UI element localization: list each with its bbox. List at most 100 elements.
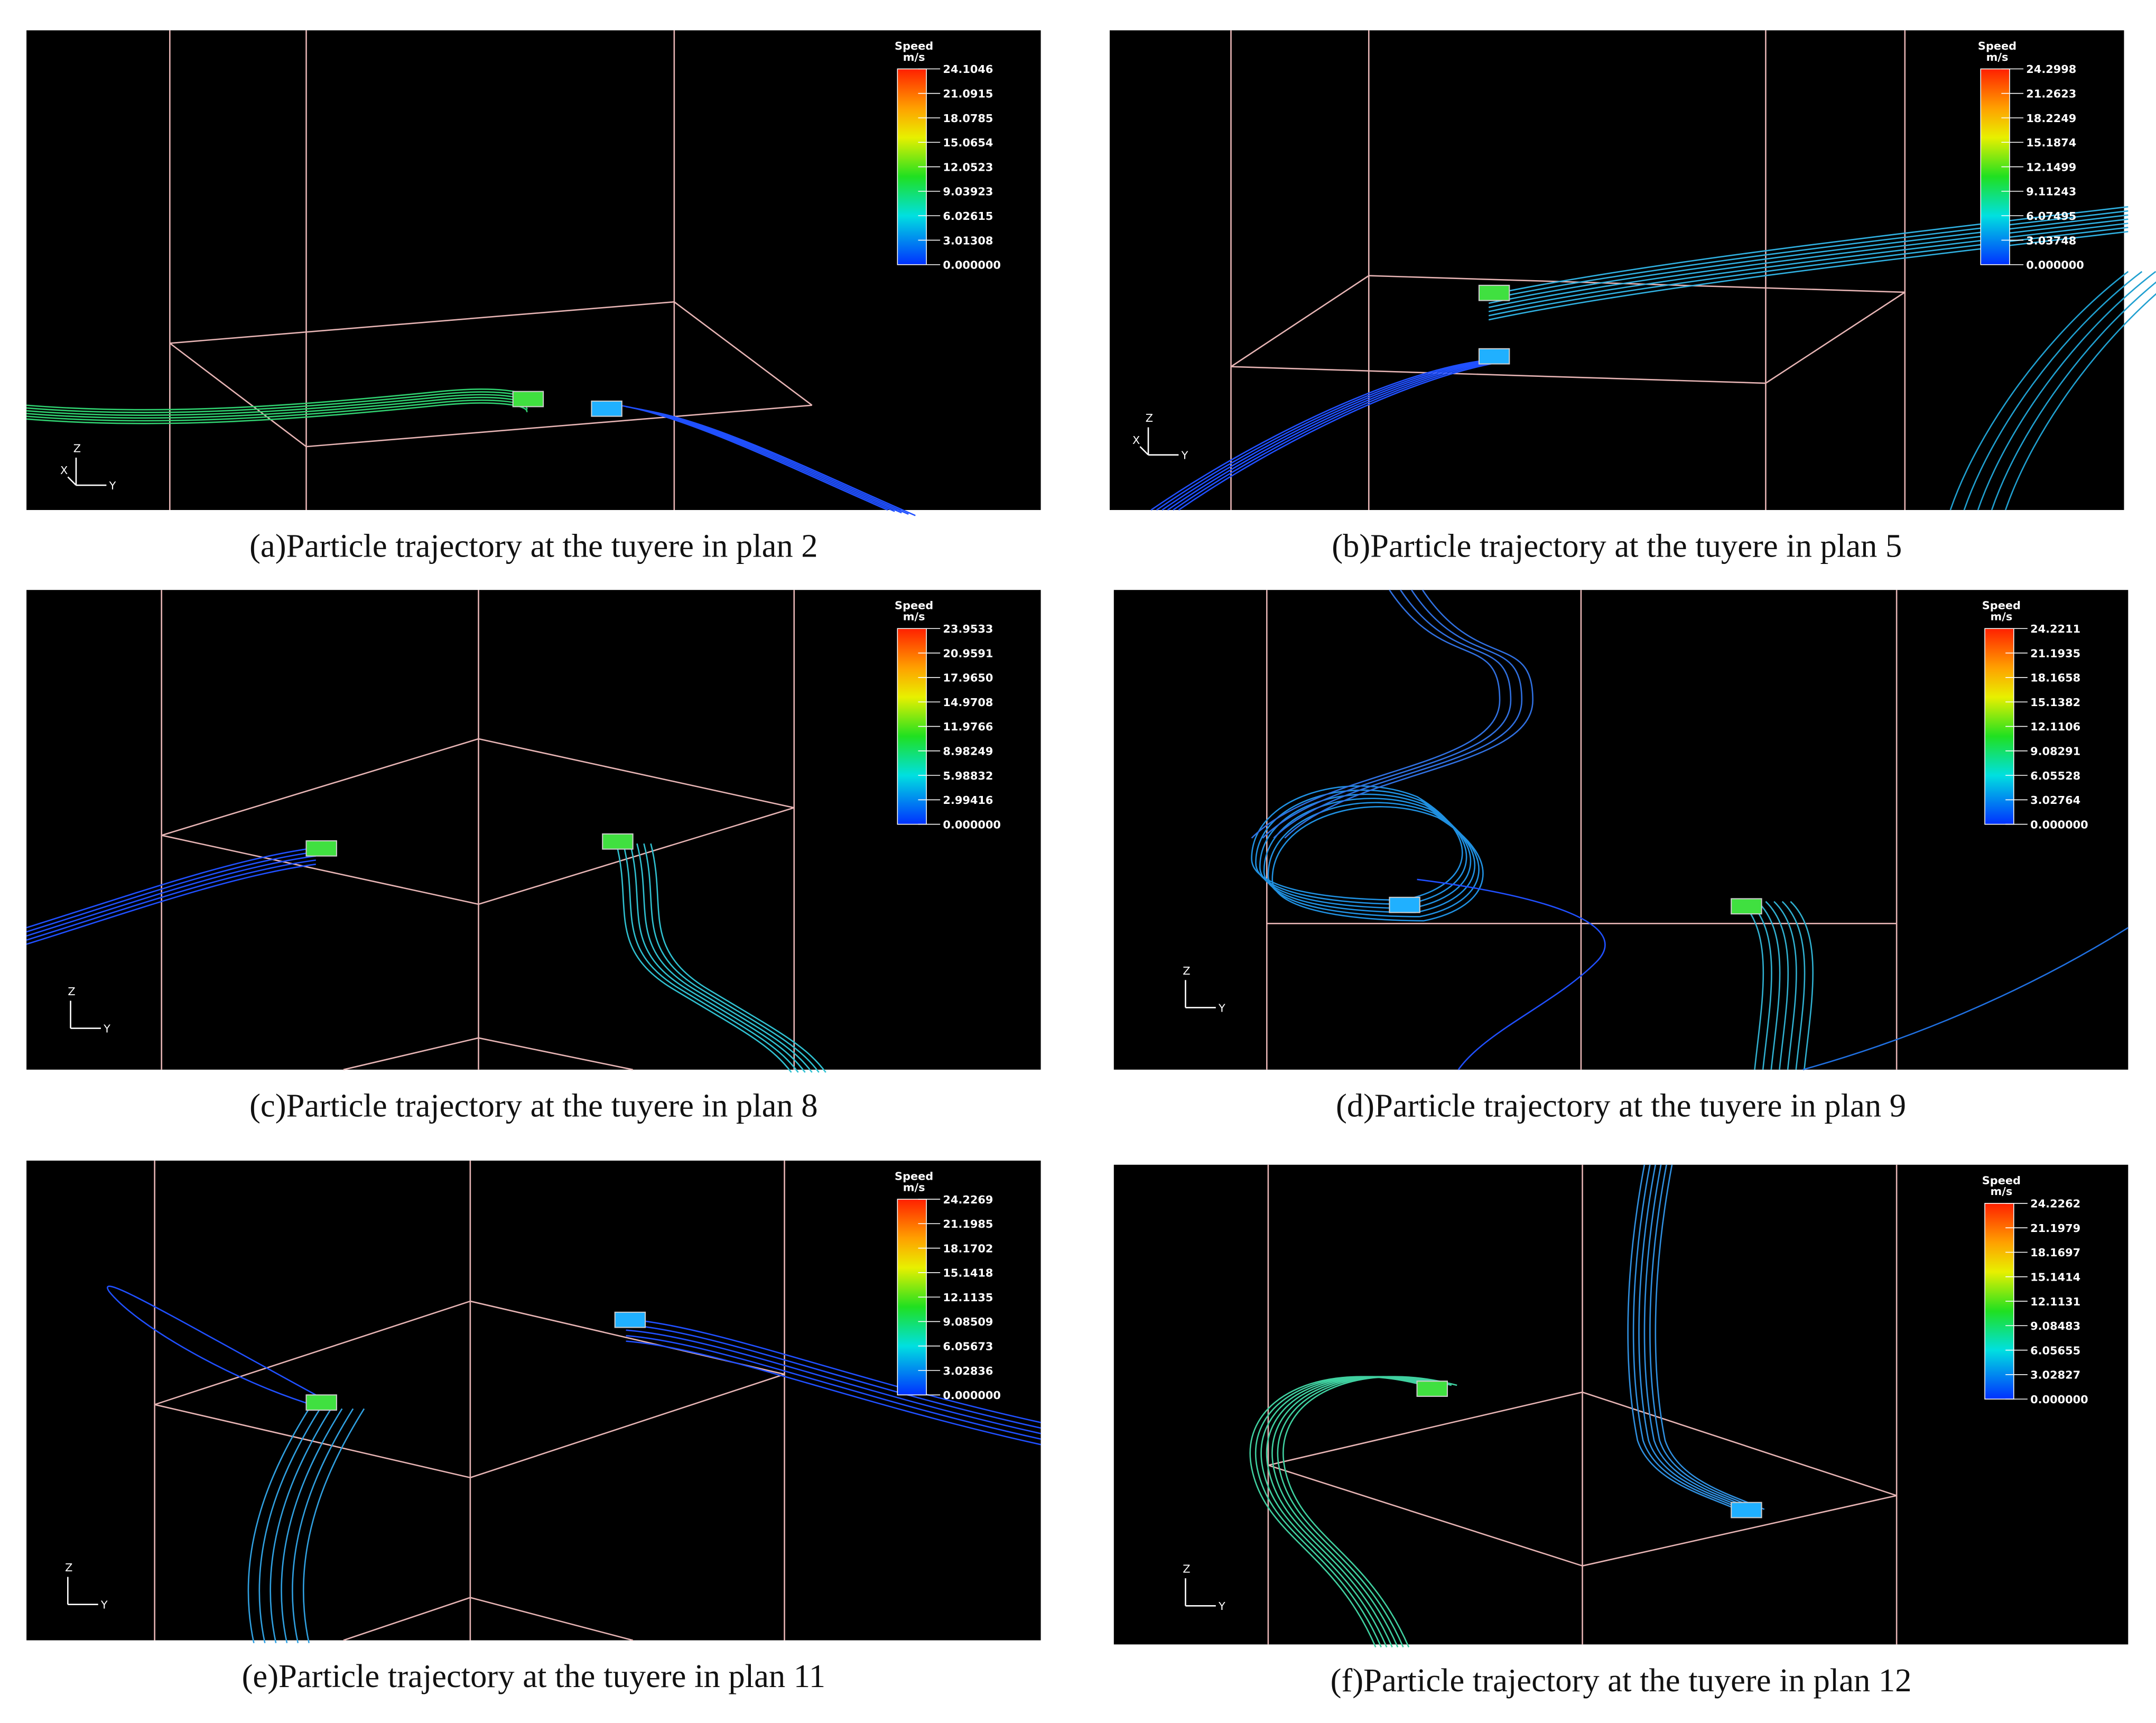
- tuyere: [602, 833, 634, 850]
- colorbar-label: 3.02836: [943, 1365, 993, 1377]
- tuyere: [305, 1394, 337, 1411]
- colorbar-label: 6.05528: [2030, 770, 2080, 782]
- colorbar-label: 18.1697: [2030, 1246, 2080, 1259]
- colorbar-label: 24.2269: [943, 1193, 993, 1206]
- colorbar-label: 3.01308: [943, 234, 993, 247]
- colorbar-label: 5.98832: [943, 770, 993, 782]
- caption: (b)Particle trajectory at the tuyere in …: [1332, 527, 1902, 564]
- trajectory: [1283, 1376, 1457, 1648]
- trajectory: [107, 1285, 317, 1407]
- colorbar-label: 0.000000: [943, 818, 1001, 831]
- axis-label: Y: [109, 479, 116, 492]
- tuyere: [1389, 896, 1420, 913]
- legend-unit: m/s: [903, 1181, 925, 1193]
- legend-title: Speed: [1978, 40, 2016, 52]
- trajectory: [26, 388, 528, 411]
- colorbar-label: 6.05673: [943, 1340, 993, 1353]
- trajectory: [26, 863, 316, 945]
- axis-label: Y: [1218, 1600, 1225, 1613]
- axis-label: Y: [1218, 1002, 1225, 1014]
- wireframe: [343, 1037, 479, 1071]
- colorbar-label: 14.9708: [943, 696, 993, 709]
- trajectory: [1638, 1164, 1749, 1510]
- trajectory: [292, 1408, 354, 1644]
- trajectory: [1773, 901, 1797, 1070]
- scene: [107, 1160, 1041, 1644]
- tuyere: [1478, 348, 1510, 365]
- colorbar-label: 11.9766: [943, 720, 993, 733]
- legend-unit: m/s: [903, 51, 925, 63]
- colorbar-label: 20.9591: [943, 647, 993, 660]
- trajectory: [1655, 1164, 1765, 1510]
- legend-unit: m/s: [1990, 1185, 2012, 1198]
- trajectory: [1488, 218, 2129, 308]
- wireframe: [169, 342, 307, 448]
- wireframe: [478, 1037, 633, 1071]
- trajectory: [1156, 360, 1485, 511]
- colorbar-label: 18.1658: [2030, 672, 2080, 684]
- trajectory: [1173, 360, 1501, 511]
- colorbar-label: 15.1874: [2026, 136, 2076, 149]
- colorbar-label: 12.0523: [943, 161, 993, 173]
- colorbar-label: 24.2211: [2030, 623, 2080, 635]
- colorbar-label: 18.2249: [2026, 112, 2076, 125]
- axis-label: Z: [73, 442, 81, 455]
- trajectory: [302, 1408, 365, 1644]
- scene: [1150, 30, 2156, 511]
- legend-title: Speed: [895, 599, 933, 612]
- colorbar-label: 3.02764: [2030, 794, 2080, 807]
- legend-title: Speed: [1982, 599, 2021, 612]
- colorbar-label: 21.2623: [2026, 88, 2076, 100]
- trajectory: [626, 1323, 1041, 1429]
- trajectory: [629, 843, 806, 1073]
- trajectory: [26, 396, 528, 419]
- trajectory: [643, 843, 820, 1073]
- trajectory: [1765, 901, 1789, 1070]
- trajectory: [1262, 589, 1512, 839]
- trajectory: [1488, 223, 2129, 312]
- tuyere: [614, 1311, 646, 1328]
- colorbar-label: 12.1499: [2026, 161, 2076, 173]
- viewport: [26, 590, 1041, 1070]
- scene: [1251, 589, 2129, 1071]
- colorbar-label: 9.08509: [943, 1316, 993, 1328]
- legend-unit: m/s: [1986, 51, 2009, 63]
- trajectory: [1757, 901, 1781, 1070]
- trajectory: [1266, 1376, 1441, 1648]
- trajectory: [1263, 798, 1476, 913]
- colorbar-label: 9.11243: [2026, 186, 2076, 198]
- trajectory: [1277, 1376, 1452, 1648]
- tuyere: [1731, 1502, 1762, 1518]
- colorbar-label: 0.000000: [2030, 1393, 2088, 1406]
- legend-title: Speed: [895, 1170, 933, 1182]
- legend-unit: m/s: [1990, 610, 2012, 623]
- trajectory: [26, 402, 528, 424]
- trajectory: [1488, 210, 2129, 300]
- tuyere: [591, 400, 622, 417]
- trajectory: [1178, 360, 1507, 511]
- wireframe: [478, 738, 795, 809]
- wireframe: [154, 1300, 471, 1405]
- trajectory: [1267, 802, 1480, 918]
- trajectory: [1271, 806, 1484, 922]
- colorbar-label: 12.1106: [2030, 720, 2080, 733]
- tuyere: [305, 840, 337, 857]
- trajectory: [1251, 589, 1501, 839]
- legend-unit: m/s: [903, 610, 925, 623]
- colorbar-label: 9.08291: [2030, 745, 2080, 758]
- trajectory: [1790, 901, 1814, 1070]
- tuyere: [1478, 284, 1510, 301]
- colorbar-label: 15.1414: [2030, 1271, 2080, 1283]
- axis-label: Z: [1183, 1563, 1190, 1576]
- trajectory: [1991, 281, 2156, 511]
- wireframe: [170, 301, 674, 344]
- axis-label: Y: [100, 1599, 108, 1611]
- colorbar-label: 8.98249: [943, 745, 993, 758]
- trajectory: [1488, 227, 2129, 317]
- colorbar-label: 18.1702: [943, 1242, 993, 1255]
